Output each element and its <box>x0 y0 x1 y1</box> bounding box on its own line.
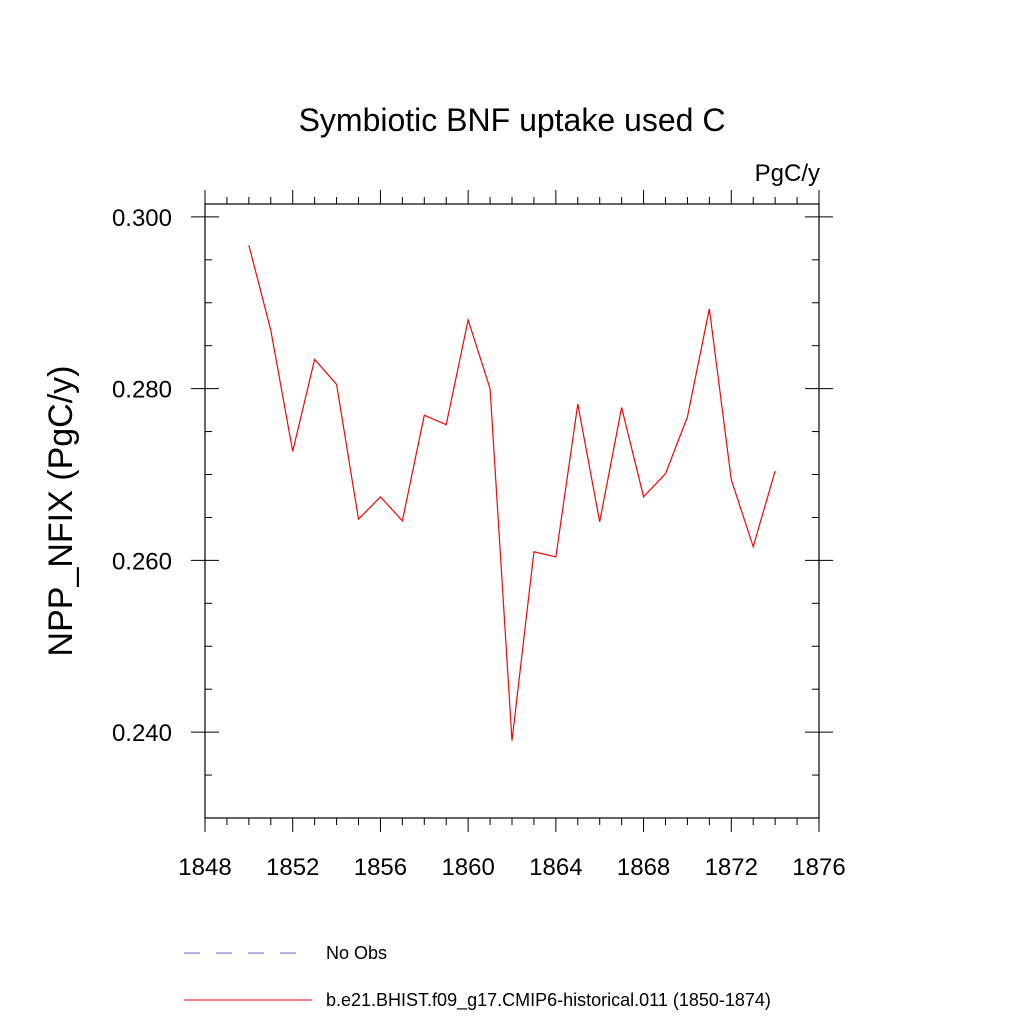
x-tick-label: 1872 <box>705 854 758 881</box>
legend-label: No Obs <box>326 943 387 963</box>
y-tick-label: 0.280 <box>112 377 172 404</box>
x-tick-label: 1848 <box>178 854 231 881</box>
legend: No Obs b.e21.BHIST.f09_g17.CMIP6-historic… <box>184 943 771 1011</box>
series-layer <box>248 245 776 741</box>
series-line <box>248 245 776 741</box>
units-label: PgC/y <box>755 160 820 187</box>
x-tick-label: 1860 <box>441 854 494 881</box>
y-tick-label: 0.300 <box>112 205 172 232</box>
legend-label: b.e21.BHIST.f09_g17.CMIP6-historical.011… <box>326 990 771 1011</box>
plot-frame <box>204 203 820 819</box>
x-tick-label: 1856 <box>354 854 407 881</box>
y-axis-title: NPP_NFIX (PgC/y) <box>42 366 80 657</box>
y-tick-label: 0.240 <box>112 720 172 747</box>
x-tick-label: 1876 <box>792 854 845 881</box>
chart-title: Symbiotic BNF uptake used C <box>299 102 726 138</box>
y-tick-label: 0.260 <box>112 548 172 575</box>
x-tick-label: 1852 <box>266 854 319 881</box>
axis-ticks: 1848 1852 1856 1860 1864 1868 1872 1876 0.240 0.2… <box>112 190 846 881</box>
x-tick-label: 1864 <box>529 854 582 881</box>
x-tick-label: 1868 <box>617 854 670 881</box>
